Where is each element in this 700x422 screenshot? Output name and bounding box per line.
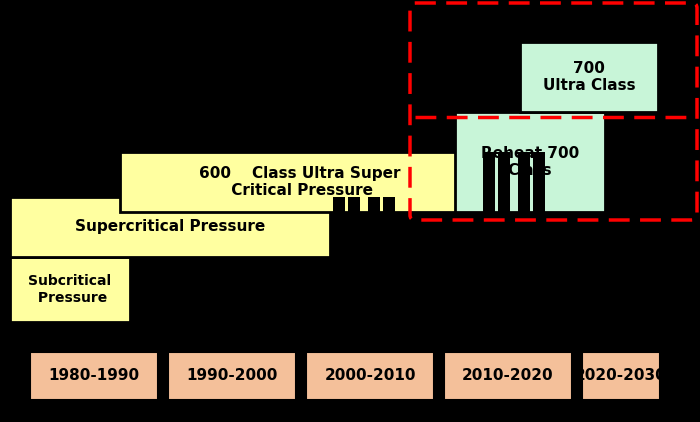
Bar bbox=[640, 112, 652, 212]
Text: 700
Ultra Class: 700 Ultra Class bbox=[542, 61, 636, 93]
Bar bbox=[518, 152, 530, 212]
Bar bbox=[168, 257, 180, 322]
Text: 2000-2010: 2000-2010 bbox=[324, 368, 416, 384]
Bar bbox=[455, 112, 605, 212]
Bar bbox=[520, 42, 658, 112]
Bar bbox=[120, 152, 480, 212]
Text: 1980-1990: 1980-1990 bbox=[48, 368, 139, 384]
Bar bbox=[623, 112, 635, 212]
Bar bbox=[498, 152, 510, 212]
Bar bbox=[183, 257, 195, 322]
Text: Subcritical
 Pressure: Subcritical Pressure bbox=[29, 274, 111, 305]
Text: 1990-2000: 1990-2000 bbox=[186, 368, 278, 384]
Bar bbox=[148, 257, 160, 322]
Text: Supercritical Pressure: Supercritical Pressure bbox=[75, 219, 265, 235]
Bar bbox=[483, 152, 495, 212]
Bar bbox=[582, 352, 660, 400]
Bar bbox=[30, 352, 158, 400]
Bar bbox=[10, 197, 330, 257]
Text: 600    Class Ultra Super
 Critical Pressure: 600 Class Ultra Super Critical Pressure bbox=[199, 166, 400, 198]
Bar bbox=[348, 197, 360, 257]
Bar bbox=[533, 152, 545, 212]
Bar bbox=[133, 257, 145, 322]
Text: 2010-2020: 2010-2020 bbox=[462, 368, 554, 384]
Bar bbox=[655, 112, 667, 212]
Text: 2020-2030: 2020-2030 bbox=[575, 368, 667, 384]
Bar bbox=[168, 352, 296, 400]
Bar bbox=[444, 352, 572, 400]
Bar bbox=[10, 257, 130, 322]
Bar bbox=[368, 197, 380, 257]
Bar bbox=[383, 197, 395, 257]
Bar bbox=[608, 112, 620, 212]
Bar bbox=[333, 197, 345, 257]
Text: Reheat 700
Class: Reheat 700 Class bbox=[481, 146, 579, 178]
Bar bbox=[306, 352, 434, 400]
